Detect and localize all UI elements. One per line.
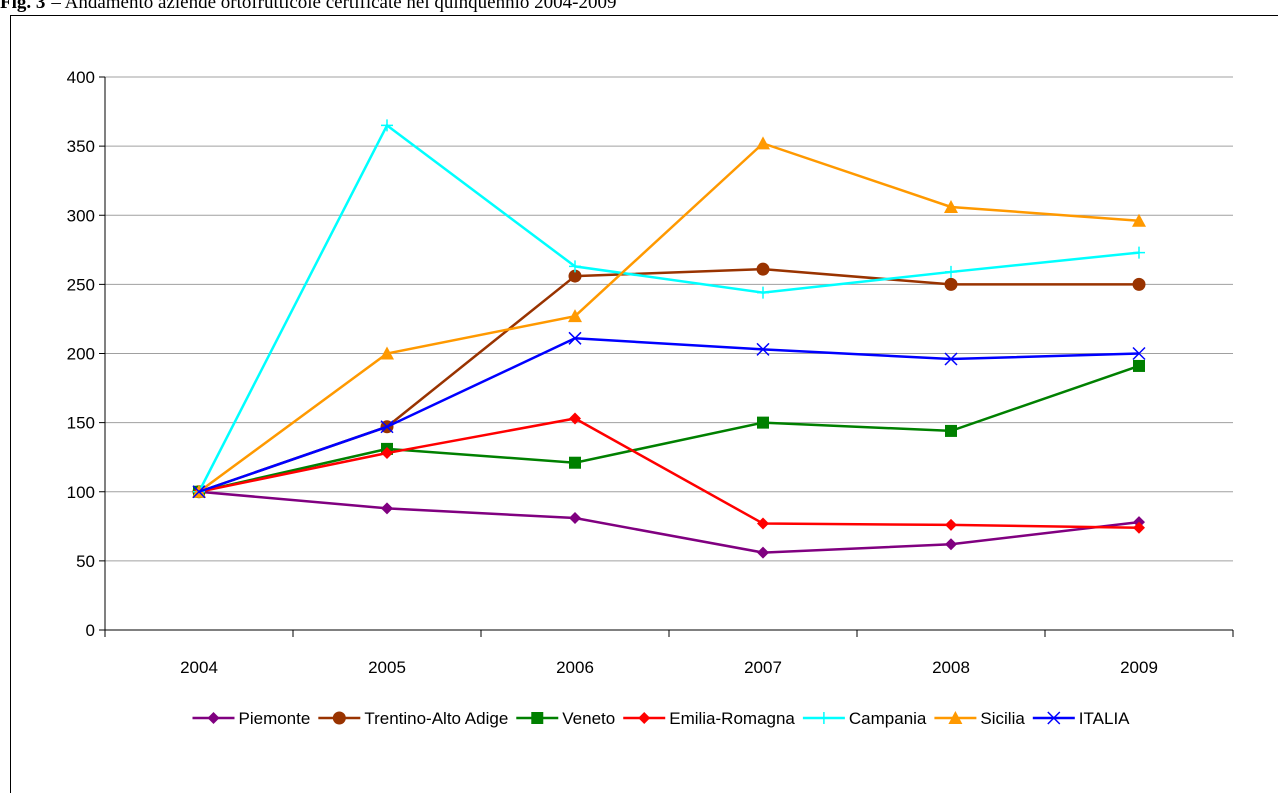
marker	[192, 485, 206, 499]
marker	[207, 712, 220, 724]
chart-title: – Andamento aziende ortofrutticole certi…	[50, 0, 616, 13]
marker	[757, 546, 769, 559]
marker	[757, 517, 769, 530]
series-line	[198, 364, 1140, 493]
marker	[817, 712, 830, 724]
marker	[944, 352, 958, 366]
marker	[1132, 213, 1146, 227]
marker	[569, 456, 581, 469]
y-tick-label: 250	[67, 275, 95, 294]
y-tick-label: 350	[67, 137, 95, 156]
marker	[381, 502, 393, 515]
y-tick-label: 400	[67, 68, 95, 87]
marker	[945, 424, 957, 437]
series-line	[198, 490, 1140, 554]
marker	[1133, 359, 1145, 372]
legend-label: Piemonte	[238, 709, 310, 728]
marker	[756, 342, 770, 356]
legend-label: Campania	[849, 709, 927, 728]
x-tick-label: 2008	[932, 658, 970, 677]
marker	[380, 346, 394, 360]
marker	[756, 136, 770, 150]
marker	[1133, 246, 1145, 259]
series-line	[197, 123, 1140, 493]
series-line	[198, 417, 1140, 529]
x-tick-label: 2007	[744, 658, 782, 677]
marker	[381, 447, 393, 460]
x-tick-label: 2006	[556, 658, 594, 677]
marker	[569, 260, 581, 273]
marker	[944, 277, 958, 291]
marker	[1132, 346, 1146, 361]
y-tick-label: 150	[67, 414, 95, 433]
marker	[1047, 711, 1061, 725]
marker	[332, 711, 346, 725]
y-tick-label: 200	[67, 345, 95, 364]
series-line	[198, 337, 1140, 493]
marker	[569, 412, 581, 425]
y-tick-label: 300	[67, 206, 95, 225]
marker	[945, 538, 957, 551]
marker	[756, 262, 770, 276]
y-tick-label: 0	[86, 621, 95, 640]
marker	[568, 309, 582, 323]
marker	[1132, 277, 1146, 291]
marker	[1133, 521, 1145, 534]
marker	[531, 712, 544, 724]
marker	[948, 711, 963, 724]
marker	[380, 420, 394, 434]
marker	[568, 331, 582, 345]
marker	[945, 518, 957, 531]
marker	[638, 712, 651, 724]
y-tick-label: 100	[67, 483, 95, 502]
marker	[945, 265, 957, 278]
legend-label: ITALIA	[1079, 709, 1130, 728]
series-line	[198, 141, 1140, 493]
marker	[569, 512, 581, 525]
x-tick-label: 2005	[368, 658, 406, 677]
marker	[381, 119, 393, 132]
x-tick-label: 2004	[180, 658, 218, 677]
legend-label: Trentino-Alto Adige	[364, 709, 508, 728]
figure-label: Fig. 3	[0, 0, 45, 13]
y-tick-label: 50	[76, 552, 95, 571]
marker	[568, 269, 582, 283]
marker	[757, 416, 769, 429]
legend-label: Emilia-Romagna	[669, 709, 795, 728]
chart-title-line: Fig. 3 – Andamento aziende ortofrutticole…	[0, 0, 616, 13]
marker	[757, 286, 769, 299]
legend-label: Sicilia	[980, 709, 1025, 728]
legend: Piemonte Trentino-Alto Adige Veneto Emilia-…	[192, 709, 1130, 728]
legend-label: Veneto	[562, 709, 615, 728]
marker	[944, 199, 958, 213]
x-tick-label: 2009	[1120, 658, 1158, 677]
chart-frame	[10, 15, 1278, 793]
